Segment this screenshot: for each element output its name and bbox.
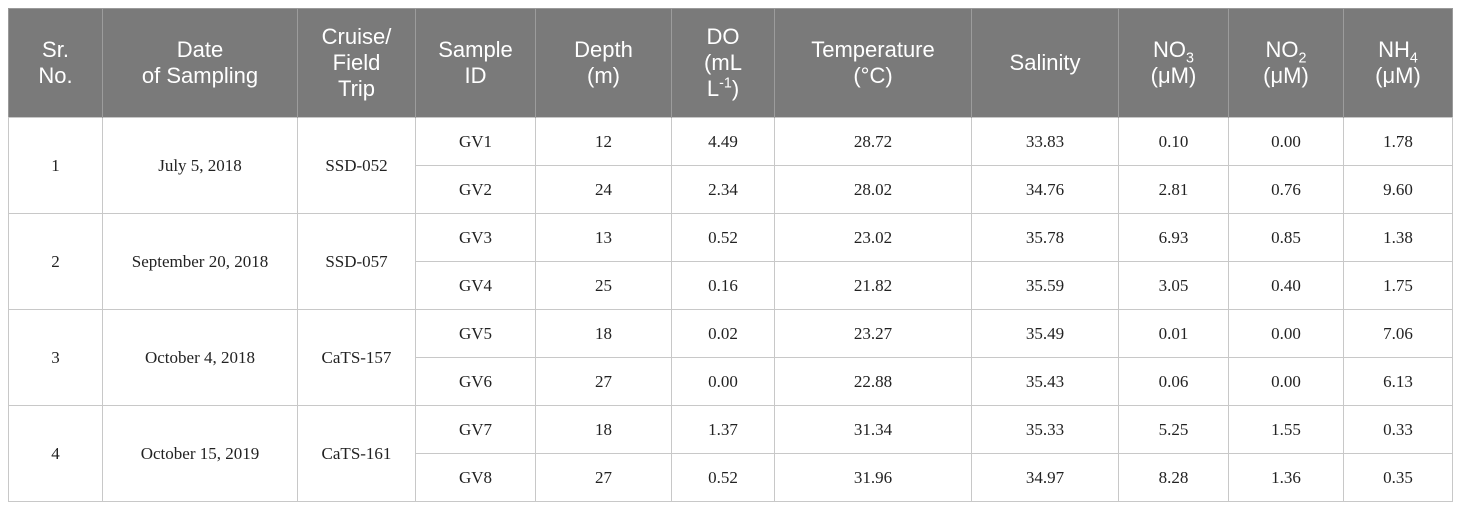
cell-salinity: 35.33 xyxy=(971,405,1119,454)
cell-do: 1.37 xyxy=(671,405,775,454)
header-sample-id: Sample ID xyxy=(415,8,536,118)
header-no2: NO2 (μM) xyxy=(1228,8,1344,118)
cell-temperature: 28.72 xyxy=(774,117,972,166)
cell-nh4: 0.35 xyxy=(1343,453,1453,502)
header-sr-no: Sr. No. xyxy=(8,8,103,118)
cell-no3: 6.93 xyxy=(1118,213,1229,262)
header-no3: NO3 (μM) xyxy=(1118,8,1229,118)
cell-salinity: 34.97 xyxy=(971,453,1119,502)
cell-temperature: 22.88 xyxy=(774,357,972,406)
cell-salinity: 35.49 xyxy=(971,309,1119,358)
cell-sample-id: GV4 xyxy=(415,261,536,310)
cell-do: 0.02 xyxy=(671,309,775,358)
cell-temperature: 28.02 xyxy=(774,165,972,214)
cell-temperature: 23.27 xyxy=(774,309,972,358)
cell-date: September 20, 2018 xyxy=(102,213,298,310)
cell-no3: 3.05 xyxy=(1118,261,1229,310)
cell-sample-id: GV2 xyxy=(415,165,536,214)
cell-temperature: 31.34 xyxy=(774,405,972,454)
header-depth: Depth (m) xyxy=(535,8,672,118)
cell-nh4: 0.33 xyxy=(1343,405,1453,454)
cell-sample-id: GV7 xyxy=(415,405,536,454)
cell-sr-no: 2 xyxy=(8,213,103,310)
cell-nh4: 7.06 xyxy=(1343,309,1453,358)
cell-sample-id: GV5 xyxy=(415,309,536,358)
cell-salinity: 33.83 xyxy=(971,117,1119,166)
sampling-data-table: Sr. No. Date of Sampling Cruise/ Field T… xyxy=(8,8,1453,502)
table-row: 3 October 4, 2018 CaTS-157 GV5 18 0.02 2… xyxy=(8,309,1453,406)
table-row: 1 July 5, 2018 SSD-052 GV1 12 4.49 28.72… xyxy=(8,117,1453,214)
cell-do: 0.52 xyxy=(671,213,775,262)
header-salinity: Salinity xyxy=(971,8,1119,118)
cell-do: 2.34 xyxy=(671,165,775,214)
cell-sample-id: GV6 xyxy=(415,357,536,406)
cell-sr-no: 4 xyxy=(8,405,103,502)
cell-nh4: 1.78 xyxy=(1343,117,1453,166)
cell-sample-id: GV1 xyxy=(415,117,536,166)
cell-no2: 1.55 xyxy=(1228,405,1344,454)
header-row: Sr. No. Date of Sampling Cruise/ Field T… xyxy=(8,8,1453,118)
cell-cruise: SSD-057 xyxy=(297,213,416,310)
cell-depth: 18 xyxy=(535,309,672,358)
cell-date: October 4, 2018 xyxy=(102,309,298,406)
cell-cruise: CaTS-157 xyxy=(297,309,416,406)
cell-temperature: 23.02 xyxy=(774,213,972,262)
table-container: Sr. No. Date of Sampling Cruise/ Field T… xyxy=(8,8,1453,502)
cell-salinity: 35.78 xyxy=(971,213,1119,262)
cell-nh4: 9.60 xyxy=(1343,165,1453,214)
cell-sample-id: GV3 xyxy=(415,213,536,262)
table-row: GV6 27 0.00 22.88 35.43 0.06 0.00 6.13 xyxy=(9,357,1453,406)
cell-no3: 2.81 xyxy=(1118,165,1229,214)
cell-no2: 1.36 xyxy=(1228,453,1344,502)
cell-no2: 0.00 xyxy=(1228,117,1344,166)
cell-salinity: 35.59 xyxy=(971,261,1119,310)
cell-do: 0.52 xyxy=(671,453,775,502)
cell-date: October 15, 2019 xyxy=(102,405,298,502)
cell-do: 4.49 xyxy=(671,117,775,166)
cell-sample-id: GV8 xyxy=(415,453,536,502)
header-temperature: Temperature (°C) xyxy=(774,8,972,118)
table-row: 4 October 15, 2019 CaTS-161 GV7 18 1.37 … xyxy=(8,405,1453,502)
cell-sr-no: 3 xyxy=(8,309,103,406)
cell-cruise: CaTS-161 xyxy=(297,405,416,502)
cell-depth: 27 xyxy=(535,453,672,502)
cell-nh4: 1.75 xyxy=(1343,261,1453,310)
cell-cruise: SSD-052 xyxy=(297,117,416,214)
cell-no3: 0.10 xyxy=(1118,117,1229,166)
cell-depth: 24 xyxy=(535,165,672,214)
cell-no2: 0.00 xyxy=(1228,309,1344,358)
cell-sr-no: 1 xyxy=(8,117,103,214)
cell-no3: 0.06 xyxy=(1118,357,1229,406)
cell-depth: 25 xyxy=(535,261,672,310)
cell-no3: 8.28 xyxy=(1118,453,1229,502)
cell-depth: 18 xyxy=(535,405,672,454)
header-date: Date of Sampling xyxy=(102,8,298,118)
cell-salinity: 35.43 xyxy=(971,357,1119,406)
cell-no2: 0.00 xyxy=(1228,357,1344,406)
cell-no3: 0.01 xyxy=(1118,309,1229,358)
table-row: GV4 25 0.16 21.82 35.59 3.05 0.40 1.75 xyxy=(9,261,1453,310)
cell-no2: 0.85 xyxy=(1228,213,1344,262)
cell-temperature: 21.82 xyxy=(774,261,972,310)
cell-nh4: 1.38 xyxy=(1343,213,1453,262)
table-row: 2 September 20, 2018 SSD-057 GV3 13 0.52… xyxy=(8,213,1453,310)
cell-do: 0.00 xyxy=(671,357,775,406)
cell-temperature: 31.96 xyxy=(774,453,972,502)
header-do: DO (mL L-1) xyxy=(671,8,775,118)
cell-no2: 0.40 xyxy=(1228,261,1344,310)
table-row: GV8 27 0.52 31.96 34.97 8.28 1.36 0.35 xyxy=(9,453,1453,502)
cell-no3: 5.25 xyxy=(1118,405,1229,454)
header-cruise: Cruise/ Field Trip xyxy=(297,8,416,118)
cell-do: 0.16 xyxy=(671,261,775,310)
table-row: GV2 24 2.34 28.02 34.76 2.81 0.76 9.60 xyxy=(9,165,1453,214)
cell-depth: 13 xyxy=(535,213,672,262)
cell-nh4: 6.13 xyxy=(1343,357,1453,406)
header-nh4: NH4 (μM) xyxy=(1343,8,1453,118)
cell-salinity: 34.76 xyxy=(971,165,1119,214)
cell-depth: 12 xyxy=(535,117,672,166)
cell-no2: 0.76 xyxy=(1228,165,1344,214)
cell-depth: 27 xyxy=(535,357,672,406)
cell-date: July 5, 2018 xyxy=(102,117,298,214)
